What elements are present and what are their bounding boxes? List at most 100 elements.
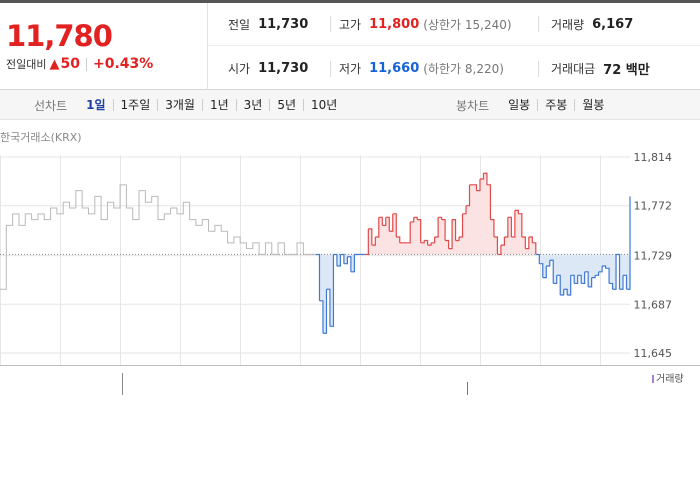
price-line-segment — [493, 236, 499, 255]
tab-3y[interactable]: 3년 — [235, 99, 270, 111]
up-area-fill — [413, 217, 418, 255]
current-price: 11,780 — [6, 19, 113, 53]
price-line-segment — [347, 256, 352, 272]
y-tick-label: 11,729 — [634, 250, 673, 263]
price-line-segment — [329, 254, 335, 327]
tab-weekly-candle[interactable]: 주봉 — [537, 99, 574, 111]
down-area-fill — [326, 254, 331, 290]
price-line-segment — [424, 239, 429, 246]
stat-label: 시가 — [228, 62, 251, 76]
up-area-fill — [476, 190, 481, 255]
price-line-segment — [420, 240, 425, 244]
price-line-segment — [497, 245, 502, 256]
down-area-fill — [539, 254, 544, 264]
price-line-segment — [406, 221, 411, 244]
price-line-segment — [396, 236, 401, 243]
tab-10y[interactable]: 10년 — [303, 99, 344, 111]
change-label: 전일대비 — [6, 58, 47, 71]
pre-session-line — [0, 184, 316, 290]
up-area-fill — [486, 184, 491, 255]
price-line-segment — [525, 237, 530, 250]
tab-1w[interactable]: 1주일 — [112, 99, 158, 111]
up-area-fill — [532, 242, 537, 255]
price-line-segment — [319, 300, 324, 334]
up-area-fill — [434, 237, 439, 255]
down-area-fill — [542, 254, 547, 278]
price-line-segment — [539, 263, 544, 278]
up-area-fill — [438, 217, 442, 255]
price-line-segment — [364, 228, 369, 256]
price-line-segment — [445, 239, 450, 249]
quote-header: 11,780 전일대비 ▲ 50 +0.43% 전일 11,730 고가 11,… — [0, 0, 700, 90]
up-area-fill — [403, 242, 408, 255]
quote-stats: 전일 11,730 고가 11,800 (상한가 15,240) 거래량 6,1… — [208, 3, 700, 90]
price-line-segment — [549, 259, 554, 284]
price-line-segment — [389, 213, 394, 232]
stat-open: 시가 11,730 — [228, 47, 308, 90]
y-axis-ticks: 11,814 11,772 11,729 11,687 11,645 — [634, 151, 673, 360]
price-line-segment — [371, 237, 376, 246]
price-line-segment — [476, 179, 481, 192]
price-line-segment — [378, 216, 383, 226]
stat-low: 저가 11,660 (하한가 8,220) — [330, 60, 504, 77]
price-line-segment — [612, 254, 617, 290]
price-line-segment — [417, 219, 422, 243]
down-area-fill — [591, 254, 596, 278]
up-area-fill — [368, 228, 373, 255]
area-fills — [319, 173, 631, 334]
price-line-segment — [577, 274, 582, 284]
up-area-fill — [514, 210, 519, 255]
line-chart-tabs: 선차트 1일 1주일 3개월 1년 3년 5년 10년 — [34, 90, 344, 120]
tab-1y[interactable]: 1년 — [201, 99, 236, 111]
price-line-segment — [434, 217, 439, 238]
tab-5y[interactable]: 5년 — [269, 99, 303, 111]
down-area-fill — [577, 254, 582, 276]
tab-monthly-candle[interactable]: 월봉 — [574, 99, 611, 111]
down-area-fill — [549, 254, 554, 261]
up-area-fill — [445, 240, 449, 255]
price-line-segment — [466, 184, 471, 207]
down-area-fill — [609, 254, 613, 284]
down-area-fill — [563, 254, 568, 290]
down-area-fill — [584, 254, 589, 272]
down-area-fill — [612, 254, 617, 290]
stat-value: 11,800 — [369, 16, 420, 32]
down-area-fill — [574, 254, 578, 284]
tab-daily-candle[interactable]: 일봉 — [508, 98, 531, 112]
price-line-segment — [623, 274, 628, 290]
price-line-segment — [528, 236, 533, 243]
up-area-fill — [399, 242, 404, 255]
up-area-fill — [455, 240, 460, 255]
up-area-fill — [431, 242, 435, 255]
tab-1d[interactable]: 1일 — [86, 98, 106, 112]
down-area-fill — [556, 254, 561, 276]
price-line-segment — [322, 289, 328, 334]
candle-chart-tabs: 봉차트 일봉 주봉 월봉 — [456, 90, 611, 120]
price-line-segment — [535, 253, 540, 264]
up-area-fill — [427, 245, 432, 255]
price-line-segment — [340, 253, 345, 264]
up-area-fill — [493, 237, 498, 255]
price-line-segment — [609, 282, 614, 290]
stat-high: 고가 11,800 (상한가 15,240) — [330, 16, 512, 32]
price-line-segment — [382, 217, 387, 227]
tab-3m[interactable]: 3개월 — [157, 99, 202, 111]
stat-sub: (상한가 15,240) — [423, 17, 512, 32]
down-area-fill — [623, 254, 627, 276]
price-line-segment — [626, 196, 631, 290]
down-area-fill — [347, 254, 352, 257]
up-area-fill — [406, 242, 411, 255]
price-line-segment — [486, 184, 492, 220]
y-tick-label: 11,687 — [634, 298, 673, 311]
down-area-fill — [605, 254, 610, 269]
up-area-fill — [459, 237, 463, 255]
volume-bars — [122, 373, 468, 395]
stat-label: 전일 — [228, 17, 251, 32]
up-area-fill — [525, 248, 530, 255]
price-line-segment — [455, 237, 460, 242]
stat-label: 거래량 — [551, 17, 585, 32]
price-line-segment — [431, 237, 436, 244]
stat-value: 11,730 — [258, 61, 309, 76]
stat-value: 11,660 — [369, 61, 420, 76]
up-area-fill — [528, 237, 533, 255]
